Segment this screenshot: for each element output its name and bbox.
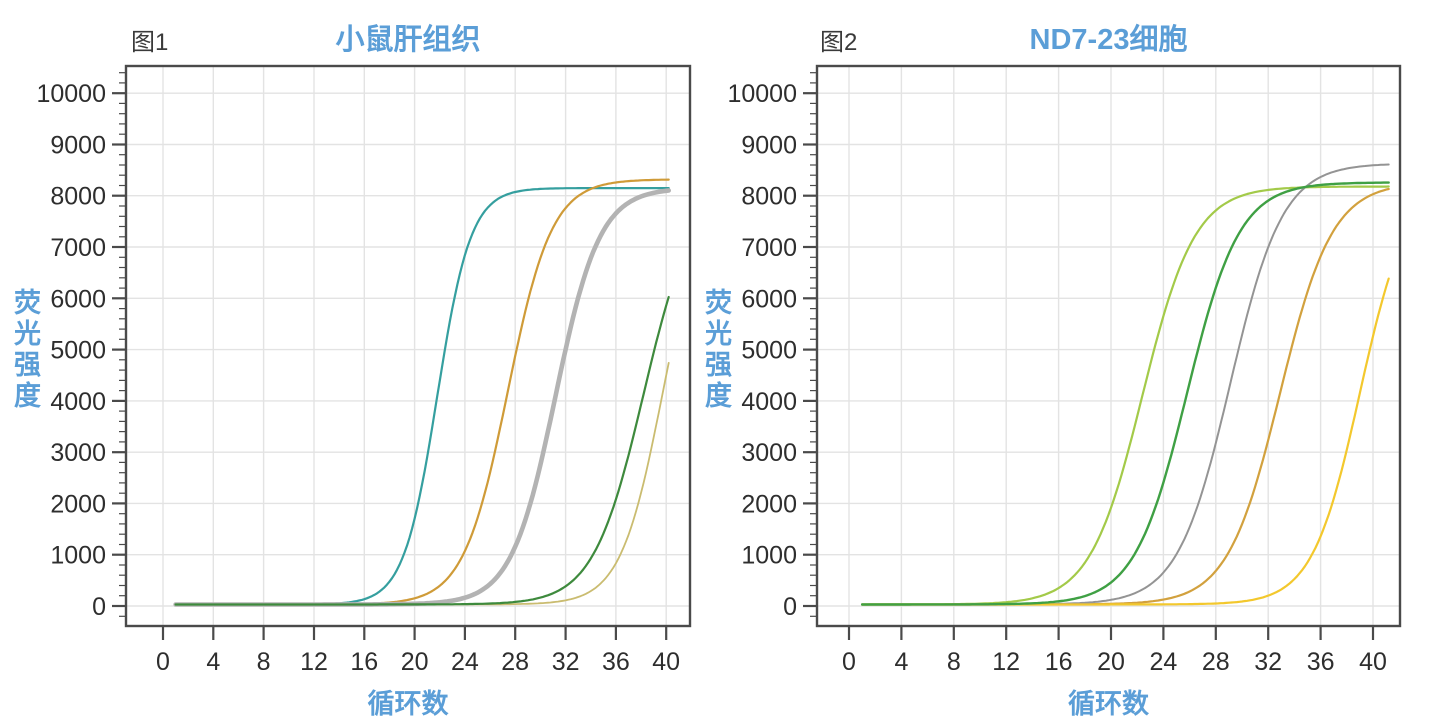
x-tick-label: 40 (652, 648, 680, 676)
y-tick-label: 4000 (741, 388, 797, 416)
curve-green (174, 295, 670, 606)
curve-yellow (860, 277, 1390, 606)
figure2-title: ND7-23细胞 (1029, 24, 1188, 56)
y-tick-label: 7000 (50, 234, 106, 262)
curve-gray (861, 163, 1390, 606)
plot-frame (124, 64, 692, 628)
x-tick-label: 4 (894, 648, 908, 676)
y-tick-label: 0 (783, 593, 797, 621)
x-tick-label: 28 (501, 648, 529, 676)
x-tick-label: 12 (300, 648, 328, 676)
y-tick-label: 10000 (727, 80, 797, 108)
y-tick-label: 4000 (50, 388, 106, 416)
x-tick-label: 24 (1149, 648, 1177, 676)
y-tick-label: 5000 (741, 337, 797, 365)
x-tick-label: 36 (1307, 648, 1335, 676)
figure2-x-axis-title: 循环数 (1068, 689, 1149, 719)
y-tick-label: 8000 (50, 183, 106, 211)
curve-orange (860, 187, 1390, 606)
y-tick-label: 2000 (741, 490, 797, 518)
plot-frame (815, 64, 1402, 628)
y-tick-label: 6000 (741, 285, 797, 313)
x-tick-label: 8 (257, 648, 271, 676)
figure1-title: 小鼠肝组织 (335, 24, 481, 56)
x-tick-label: 16 (1045, 648, 1073, 676)
y-tick-label: 6000 (50, 285, 106, 313)
x-tick-label: 0 (842, 648, 856, 676)
y-tick-label: 3000 (741, 439, 797, 467)
x-tick-label: 20 (1097, 648, 1125, 676)
x-tick-label: 36 (602, 648, 630, 676)
x-tick-label: 32 (552, 648, 580, 676)
x-tick-label: 0 (156, 648, 170, 676)
x-tick-label: 8 (947, 648, 961, 676)
x-tick-label: 12 (992, 648, 1020, 676)
x-tick-label: 16 (350, 648, 378, 676)
y-tick-label: 10000 (36, 80, 106, 108)
chart-2: 0 1000 2000 3000 4000 5000 6000 7000 8000 9000 100… (727, 64, 1402, 676)
y-tick-label: 7000 (741, 234, 797, 262)
figure1-tag: 图1 (131, 29, 169, 56)
y-tick-label: 1000 (741, 542, 797, 570)
x-tick-label: 4 (206, 648, 220, 676)
curve-gray-thick (173, 188, 672, 607)
x-tick-label: 32 (1254, 648, 1282, 676)
x-tick-label: 28 (1202, 648, 1230, 676)
x-tick-label: 40 (1359, 648, 1387, 676)
figure1-y-axis-title: 荧光强度 (10, 288, 40, 412)
y-tick-label: 8000 (741, 183, 797, 211)
curve-lime (860, 185, 1390, 606)
y-tick-label: 1000 (50, 542, 106, 570)
figure1-x-axis-title: 循环数 (367, 689, 449, 719)
x-tick-label: 20 (401, 648, 429, 676)
y-tick-label: 2000 (50, 490, 106, 518)
curve-green (860, 181, 1390, 606)
y-tick-label: 9000 (741, 132, 797, 160)
y-tick-label: 0 (92, 593, 106, 621)
figure2-y-axis-title: 荧光强度 (701, 288, 731, 412)
y-tick-label: 9000 (50, 132, 106, 160)
x-tick-label: 24 (451, 648, 479, 676)
y-tick-label: 5000 (50, 337, 106, 365)
chart-1: 0 1000 2000 3000 4000 5000 6000 7000 8000 9000 100… (36, 64, 692, 676)
y-tick-label: 3000 (50, 439, 106, 467)
figure2-tag: 图2 (820, 29, 858, 56)
